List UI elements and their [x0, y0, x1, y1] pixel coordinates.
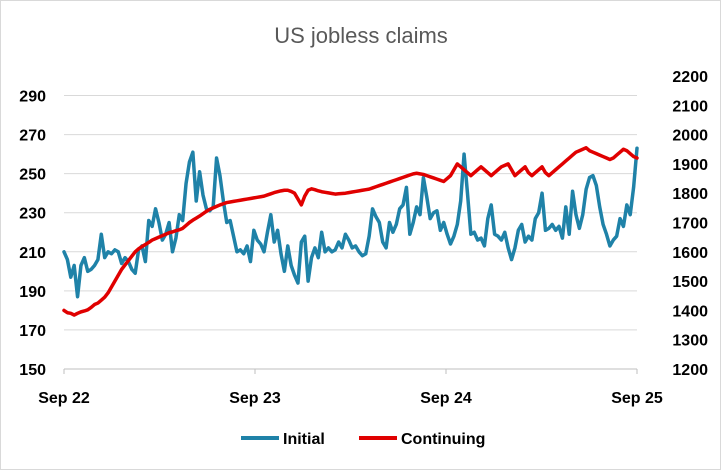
x-tick-label: Sep 23 [229, 390, 281, 407]
y-right-tick-label: 1600 [672, 245, 708, 262]
x-tick-label: Sep 24 [420, 390, 472, 407]
y-right-tick-label: 1300 [672, 333, 708, 350]
series-line-continuing [62, 146, 639, 317]
series-lines [62, 146, 639, 317]
y-right-tick-label: 1800 [672, 186, 708, 203]
gridlines [64, 95, 637, 370]
y-right-tick-label: 1200 [672, 362, 708, 379]
y-axis-left: 150 170 190 210 230 250 270 290 [19, 89, 46, 379]
y-left-tick-label: 210 [19, 245, 46, 262]
y-left-tick-label: 150 [19, 362, 46, 379]
x-axis: Sep 22 Sep 23 Sep 24 Sep 25 [38, 369, 663, 407]
y-right-tick-label: 1700 [672, 216, 708, 233]
y-right-tick-label: 2200 [672, 69, 708, 86]
y-right-tick-label: 1500 [672, 274, 708, 291]
y-left-tick-label: 170 [19, 323, 46, 340]
y-left-tick-label: 230 [19, 206, 46, 223]
x-tick-label: Sep 22 [38, 390, 90, 407]
y-left-tick-label: 270 [19, 128, 46, 145]
y-left-tick-label: 290 [19, 89, 46, 106]
legend-label-continuing: Continuing [401, 431, 485, 448]
legend-label-initial: Initial [283, 431, 325, 448]
x-tick-label: Sep 25 [611, 390, 663, 407]
y-right-tick-label: 2000 [672, 128, 708, 145]
series-line-initial [62, 146, 639, 299]
chart-title: US jobless claims [274, 23, 448, 48]
y-left-tick-label: 250 [19, 167, 46, 184]
y-right-tick-label: 2100 [672, 98, 708, 115]
y-axis-right: 1200 1300 1400 1500 1600 1700 1800 1900 2000 2100… [672, 69, 708, 379]
legend: Initial Continuing [241, 431, 485, 448]
y-right-tick-label: 1900 [672, 157, 708, 174]
y-left-tick-label: 190 [19, 284, 46, 301]
y-right-tick-label: 1400 [672, 303, 708, 320]
